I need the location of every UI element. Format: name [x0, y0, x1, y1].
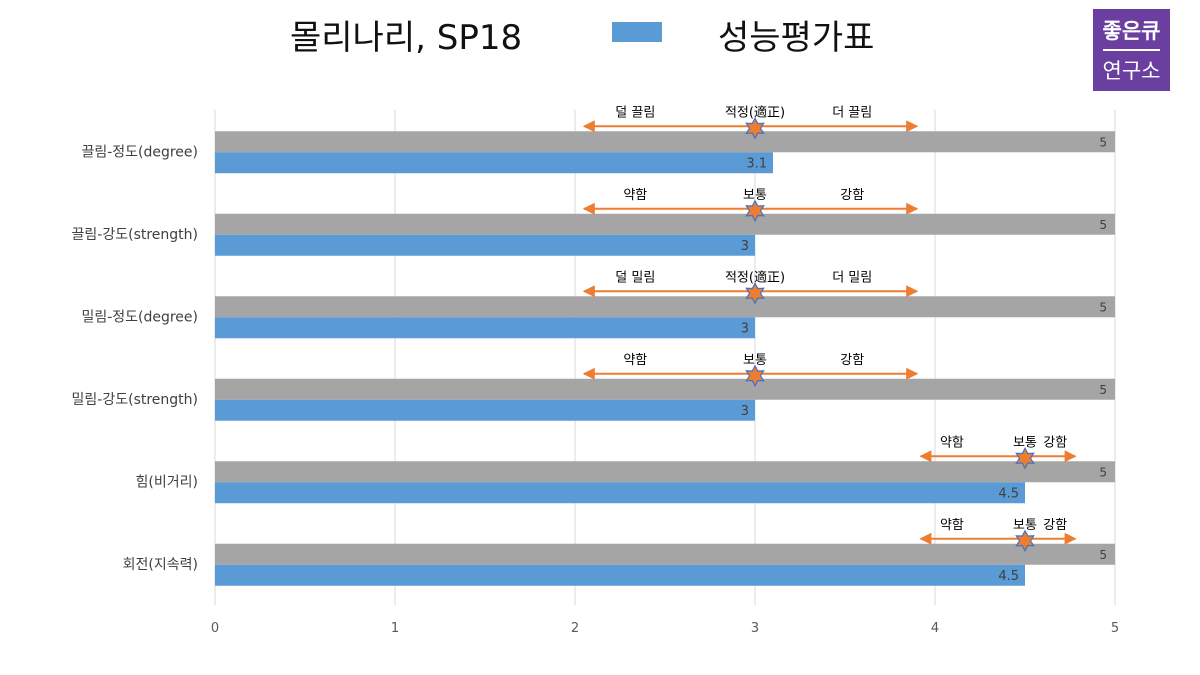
- annotation-left-label: 덜 밀림: [615, 270, 655, 285]
- value-bar-data-label: 3: [741, 321, 749, 336]
- annotation-right-label: 강함: [1043, 435, 1067, 450]
- max-bar-data-label: 5: [1099, 383, 1107, 397]
- annotation-center-label: 보통: [1013, 518, 1037, 533]
- logo-line2: 연구소: [1102, 59, 1161, 83]
- annotation-left-label: 덜 끌림: [615, 105, 655, 120]
- value-bar-data-label: 4.5: [998, 486, 1019, 501]
- max-bar: [215, 378, 1115, 400]
- max-bar: [215, 296, 1115, 318]
- max-bar: [215, 461, 1115, 483]
- max-bar: [215, 131, 1115, 153]
- max-bar-data-label: 5: [1099, 548, 1107, 562]
- star-marker: [745, 117, 765, 140]
- annotation-right-label: 강함: [840, 353, 864, 368]
- star-marker: [745, 364, 765, 388]
- chart-title: 몰리나리, SP18: [290, 18, 523, 58]
- value-bar-data-label: 3: [741, 239, 749, 254]
- value-bar: [215, 482, 1025, 504]
- legend-label: 성능평가표: [718, 18, 875, 58]
- logo-divider: [1103, 49, 1160, 51]
- annotation-left-label: 약함: [940, 435, 964, 450]
- value-bar: [215, 152, 773, 174]
- legend-swatch: [612, 22, 662, 42]
- x-tick-label: 2: [571, 621, 579, 636]
- x-tick-label: 3: [751, 621, 759, 636]
- star-marker: [745, 199, 765, 223]
- x-tick-label: 5: [1111, 621, 1119, 636]
- brand-logo: 좋은큐 연구소: [1093, 9, 1170, 91]
- max-bar-data-label: 5: [1099, 300, 1107, 314]
- category-label: 밀림-강도(strength): [72, 392, 198, 408]
- x-tick-label: 4: [931, 621, 939, 636]
- annotation-left-label: 약함: [623, 353, 647, 368]
- annotation-left-label: 약함: [940, 518, 964, 533]
- star-marker: [1015, 447, 1035, 470]
- annotation-center-label: 보통: [1013, 435, 1037, 450]
- max-bar-data-label: 5: [1099, 135, 1107, 149]
- category-label: 힘(비거리): [136, 474, 198, 490]
- value-bar: [215, 399, 755, 421]
- annotation-left-label: 약함: [623, 188, 647, 203]
- max-bar-data-label: 5: [1099, 218, 1107, 232]
- annotation-center-label: 보통: [743, 188, 767, 203]
- annotation-center-label: 적정(適正): [725, 269, 785, 285]
- annotation-center-label: 보통: [743, 353, 767, 368]
- value-bar-data-label: 3.1: [746, 156, 767, 171]
- value-bar-data-label: 4.5: [998, 569, 1019, 584]
- x-tick-label: 1: [391, 621, 399, 636]
- category-label: 끌림-정도(degree): [81, 144, 198, 160]
- annotation-center-label: 적정(適正): [725, 104, 785, 120]
- annotation-right-label: 강함: [840, 188, 864, 203]
- x-tick-label: 0: [211, 621, 219, 636]
- star-marker: [1015, 529, 1035, 553]
- logo-line1: 좋은큐: [1102, 19, 1161, 43]
- value-bar: [215, 317, 755, 339]
- value-bar: [215, 564, 1025, 586]
- annotation-right-label: 더 밀림: [832, 270, 872, 285]
- max-bar: [215, 213, 1115, 235]
- value-bar: [215, 234, 755, 256]
- category-label: 회전(지속력): [123, 557, 198, 573]
- max-bar-data-label: 5: [1099, 465, 1107, 479]
- max-bar: [215, 543, 1115, 565]
- annotation-right-label: 더 끌림: [832, 105, 872, 120]
- annotation-right-label: 강함: [1043, 518, 1067, 533]
- category-label: 밀림-정도(degree): [81, 309, 198, 325]
- category-label: 끌림-강도(strength): [72, 227, 198, 243]
- star-marker: [745, 282, 765, 305]
- value-bar-data-label: 3: [741, 404, 749, 419]
